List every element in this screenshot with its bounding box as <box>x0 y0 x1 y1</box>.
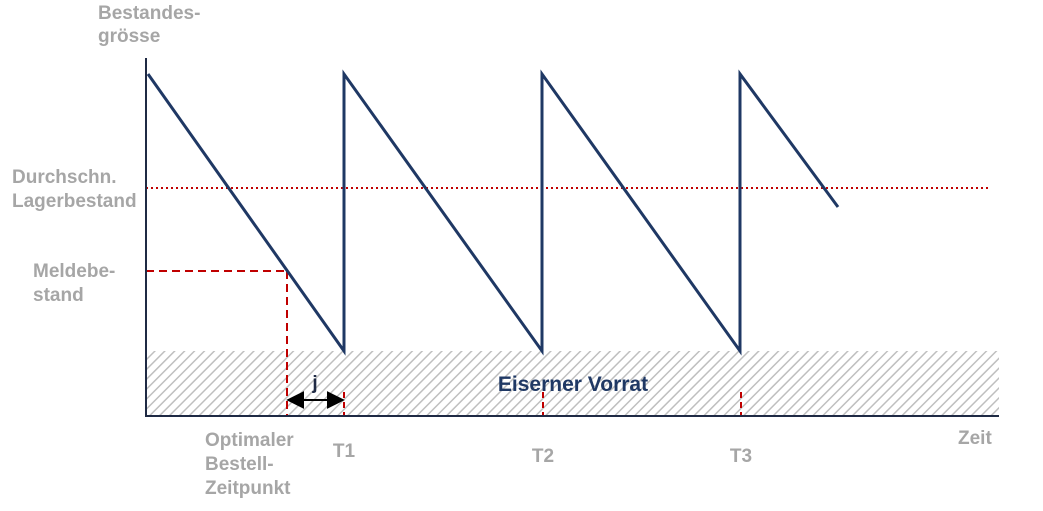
period-label-t3: T3 <box>730 446 752 467</box>
reorder-level-label: Meldebe- stand <box>33 261 121 306</box>
optimal-order-point-label: Optimaler Bestell- Zeitpunkt <box>205 430 299 499</box>
safety-stock-label: Eiserner Vorrat <box>498 373 648 396</box>
inventory-level-line <box>146 69 840 356</box>
x-axis-label: Zeit <box>958 428 992 449</box>
y-axis-label: Bestandes- grösse <box>98 3 206 47</box>
period-label-t1: T1 <box>333 441 356 462</box>
period-label-t2: T2 <box>532 446 554 467</box>
lead-time-label: j <box>311 373 317 394</box>
average-stock-label: Durchschn. Lagerbestand <box>12 167 137 212</box>
